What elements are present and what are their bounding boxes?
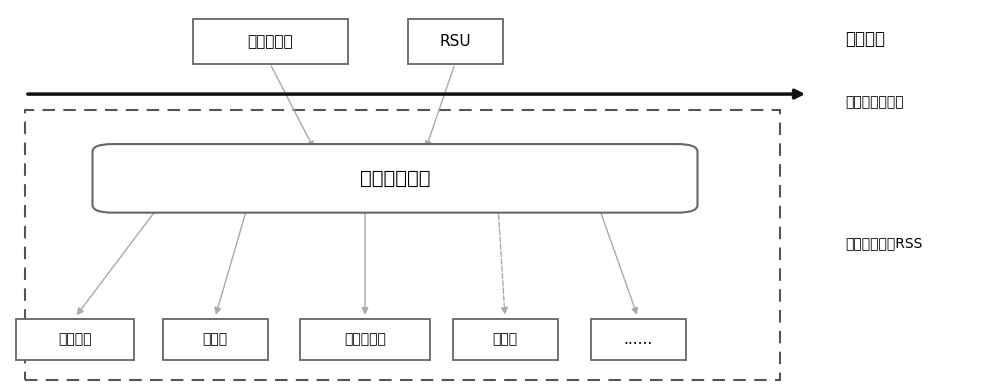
FancyBboxPatch shape [16, 318, 134, 360]
Text: 摄像头: 摄像头 [202, 332, 228, 346]
FancyBboxPatch shape [192, 19, 348, 64]
Text: RSU: RSU [439, 34, 471, 49]
Text: 路侧计算单元: 路侧计算单元 [360, 169, 430, 188]
Text: 中心子系统: 中心子系统 [247, 34, 293, 49]
Text: ......: ...... [623, 332, 653, 347]
FancyBboxPatch shape [452, 318, 558, 360]
Text: 激光雷达: 激光雷达 [58, 332, 92, 346]
FancyBboxPatch shape [162, 318, 268, 360]
Text: 结构化感知数据: 结构化感知数据 [845, 95, 904, 109]
Text: 外部系统: 外部系统 [845, 30, 885, 48]
Text: 信号机: 信号机 [492, 332, 518, 346]
FancyBboxPatch shape [590, 318, 686, 360]
Text: 路侧感知系统RSS: 路侧感知系统RSS [845, 236, 922, 250]
FancyBboxPatch shape [300, 318, 430, 360]
FancyBboxPatch shape [93, 144, 698, 212]
FancyBboxPatch shape [408, 19, 503, 64]
Text: 毫米波雷达: 毫米波雷达 [344, 332, 386, 346]
